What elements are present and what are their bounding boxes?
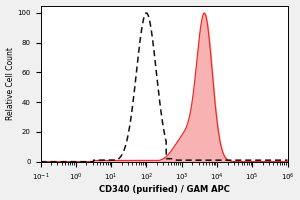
- X-axis label: CD340 (purified) / GAM APC: CD340 (purified) / GAM APC: [99, 185, 230, 194]
- Y-axis label: Relative Cell Count: Relative Cell Count: [6, 47, 15, 120]
